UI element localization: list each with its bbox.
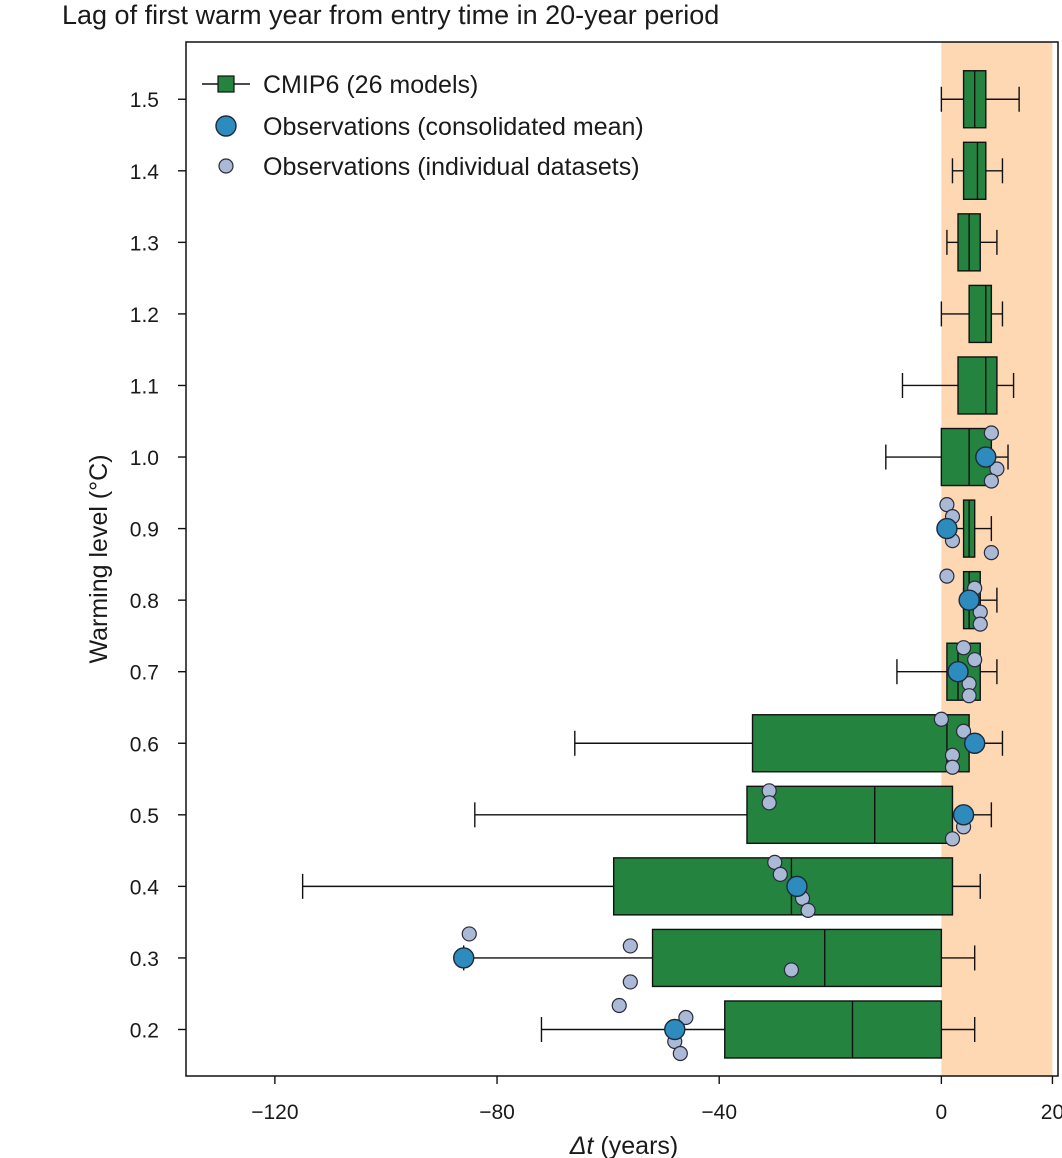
obs-individual-point xyxy=(955,723,972,739)
y-tick-label: 0.8 xyxy=(130,590,159,613)
obs-mean-point xyxy=(952,804,975,826)
boxplot-0-6 xyxy=(574,714,1004,773)
observations-0-5 xyxy=(761,783,975,847)
obs-individual-point xyxy=(611,997,627,1014)
observations-1 xyxy=(975,425,1005,489)
obs-individual-point xyxy=(622,974,638,990)
iqr-box xyxy=(968,284,993,344)
iqr-box xyxy=(962,141,987,201)
obs-individual-point xyxy=(939,568,955,584)
y-tick-label: 1.5 xyxy=(130,89,159,112)
observations-0-6 xyxy=(933,711,986,775)
legend-item-box: CMIP6 (26 models) xyxy=(202,71,478,99)
obs-individual-point xyxy=(800,902,816,918)
obs-individual-point xyxy=(983,544,999,561)
observations-0-9 xyxy=(936,496,999,561)
obs-individual-point xyxy=(955,640,972,656)
obs-mean-point xyxy=(453,947,475,969)
legend-item-individual: Observations (individual datasets) xyxy=(218,153,640,181)
x-tick-label: −40 xyxy=(701,1101,737,1124)
boxplot-0-4 xyxy=(301,857,981,916)
y-tick-label: 0.3 xyxy=(130,948,159,971)
obs-mean-point xyxy=(947,661,969,683)
y-tick-label: 1.1 xyxy=(130,375,159,398)
iqr-box xyxy=(612,857,954,916)
iqr-box xyxy=(746,785,954,845)
iqr-box xyxy=(651,928,943,988)
observations-0-8 xyxy=(939,568,988,632)
x-tick-label: 0 xyxy=(936,1101,948,1124)
obs-individual-point xyxy=(983,425,999,441)
obs-individual-point xyxy=(944,831,961,847)
y-tick-label: 0.6 xyxy=(130,733,159,756)
points-layer xyxy=(453,425,1005,1062)
y-tick-label: 0.9 xyxy=(130,519,159,542)
x-tick-label: −80 xyxy=(479,1101,515,1124)
y-tick-label: 1.4 xyxy=(130,161,160,184)
x-tick-label: −120 xyxy=(251,1101,298,1124)
x-tick-label: 20 xyxy=(1041,1101,1062,1124)
observations-0-2 xyxy=(611,997,694,1062)
y-axis-label: Warming level (°C) xyxy=(85,454,113,663)
boxplot-1-2 xyxy=(940,284,1004,344)
obs-mean-point xyxy=(936,517,958,540)
obs-mean-point xyxy=(958,589,980,611)
obs-individual-point xyxy=(461,926,477,942)
obs-individual-point xyxy=(933,711,949,727)
y-tick-label: 1.2 xyxy=(130,304,159,327)
obs-mean-point xyxy=(786,875,808,898)
boxplot-1-3 xyxy=(946,213,998,272)
legend-layer: CMIP6 (26 models) Observations (consolida… xyxy=(202,71,644,181)
x-axis-label-unit: (years) xyxy=(593,1132,678,1158)
obs-individual-point xyxy=(961,688,977,704)
boxplot-0-5 xyxy=(474,785,993,845)
obs-individual-point xyxy=(678,1009,694,1026)
boxplot-1-1 xyxy=(901,356,1015,415)
y-tick-label: 0.7 xyxy=(130,662,159,685)
iqr-box xyxy=(724,1000,943,1059)
legend-label: Observations (consolidated mean) xyxy=(263,113,644,141)
y-tick-label: 0.4 xyxy=(130,876,160,899)
plot-frame xyxy=(185,41,1059,1077)
obs-individual-point xyxy=(972,616,988,632)
boxes-layer xyxy=(301,70,1020,1059)
x-axis-label-symbol: Δt xyxy=(569,1132,595,1158)
obs-individual-point xyxy=(783,962,800,978)
observations-0-7 xyxy=(947,640,983,704)
obs-individual-point xyxy=(944,759,961,775)
legend-individual-marker xyxy=(218,158,234,174)
iqr-box xyxy=(957,356,998,415)
observations-0-4 xyxy=(767,854,816,918)
y-tick-label: 0.5 xyxy=(130,805,159,828)
shaded-region xyxy=(941,42,1053,1076)
obs-mean-point xyxy=(664,1018,686,1041)
legend-label: CMIP6 (26 models) xyxy=(263,71,478,99)
boxplot-0-3 xyxy=(463,928,976,988)
chart-title: Lag of first warm year from entry time i… xyxy=(62,0,720,30)
legend-box-marker xyxy=(217,75,235,93)
x-axis-label: Δt (years) xyxy=(569,1132,678,1158)
legend-mean-marker xyxy=(215,115,237,137)
obs-individual-point xyxy=(622,938,638,954)
shade-layer xyxy=(941,42,1053,1076)
axes-layer: −120 −80 −40 0 20 0.2 0.3 0.4 0.5 0.6 0.7 0.8 0.9 1.0… xyxy=(130,41,1062,1124)
obs-mean-point xyxy=(975,446,997,468)
y-tick-label: 1.3 xyxy=(130,232,159,255)
boxplot-1-5 xyxy=(940,70,1020,129)
obs-individual-point xyxy=(672,1045,688,1062)
boxplot-1-4 xyxy=(951,141,1004,201)
boxplot-0-2 xyxy=(540,1000,976,1059)
obs-mean-point xyxy=(963,732,986,754)
legend-item-mean: Observations (consolidated mean) xyxy=(215,113,644,141)
y-tick-label: 1.0 xyxy=(130,447,159,470)
legend-label: Observations (individual datasets) xyxy=(263,153,640,181)
obs-individual-point xyxy=(761,795,777,811)
obs-individual-point xyxy=(772,866,788,882)
obs-individual-point xyxy=(983,473,999,489)
observations-0-3 xyxy=(453,926,800,990)
y-tick-label: 0.2 xyxy=(130,1019,159,1042)
iqr-box xyxy=(751,714,970,773)
obs-individual-point xyxy=(967,652,983,668)
